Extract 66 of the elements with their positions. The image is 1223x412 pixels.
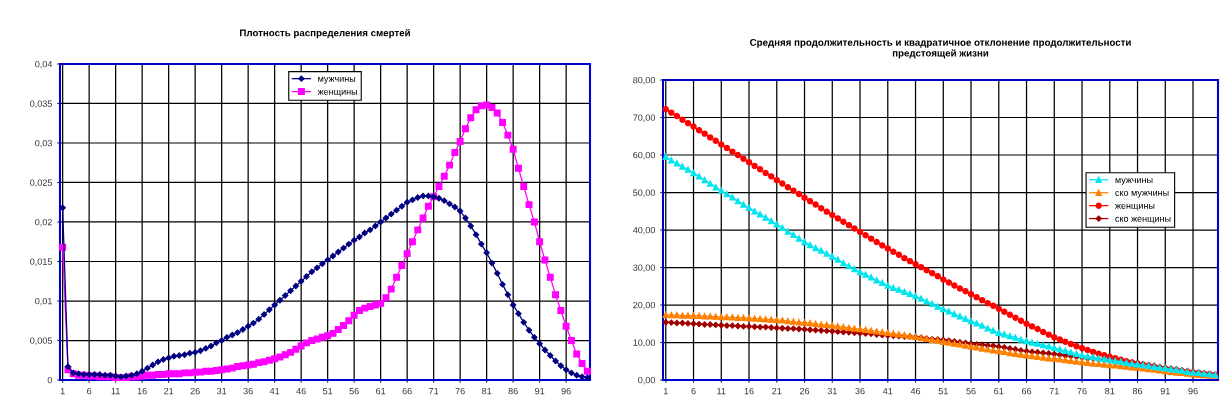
y-tick-label: 80,00: [633, 76, 656, 85]
x-tick-label: 51: [938, 387, 948, 395]
x-tick-label: 96: [1188, 387, 1198, 395]
x-tick-label: 16: [137, 387, 147, 395]
x-tick-label: 51: [322, 387, 333, 395]
x-tick-label: 6: [87, 387, 92, 395]
x-tick-label: 56: [349, 387, 359, 395]
x-tick-label: 31: [216, 387, 227, 395]
x-tick-label: 41: [882, 387, 893, 395]
x-tick-label: 26: [799, 387, 810, 395]
x-tick-label: 76: [455, 387, 465, 395]
y-tick-label: 30,00: [633, 264, 656, 272]
x-tick-label: 71: [429, 387, 439, 395]
x-tick-label: 76: [1077, 387, 1087, 395]
x-tick-label: 46: [910, 387, 921, 395]
y-tick-label: 0,00: [638, 376, 656, 385]
y-tick-label: 40,00: [632, 226, 656, 235]
x-tick-label: 81: [482, 387, 492, 395]
y-tick-label: 0,04: [35, 60, 53, 69]
y-tick-label: 0,015: [30, 258, 52, 266]
x-tick-label: 96: [561, 387, 571, 395]
x-tick-label: 41: [269, 387, 280, 395]
y-tick-label: 0,035: [30, 100, 52, 108]
legend-label: мужчины: [1115, 178, 1153, 185]
x-tick-label: 86: [508, 387, 518, 395]
x-tick-label: 46: [296, 387, 306, 395]
x-tick-label: 36: [243, 387, 253, 395]
legend-label: женщины: [317, 89, 358, 97]
x-tick-label: 1: [663, 387, 668, 395]
y-tick-label: 0,02: [35, 218, 52, 227]
y-tick-label: 10,00: [633, 339, 656, 347]
chart-title: Плотность распределения смертей: [240, 28, 410, 39]
x-tick-label: 86: [1132, 387, 1143, 395]
y-tick-label: 50,00: [633, 189, 656, 197]
legend-label: ско женщины: [1115, 216, 1171, 224]
x-tick-label: 31: [827, 387, 837, 395]
x-tick-label: 61: [376, 387, 386, 395]
y-tick-label: 70,00: [633, 114, 656, 122]
legend-label: мужчины: [318, 77, 356, 84]
x-tick-label: 66: [402, 387, 412, 395]
x-tick-label: 71: [1049, 387, 1059, 395]
y-tick-label: 0,01: [35, 297, 52, 306]
y-tick-label: 0,025: [30, 179, 52, 187]
x-tick-label: 91: [1160, 387, 1170, 395]
y-tick-label: 0: [47, 376, 53, 384]
x-tick-label: 21: [164, 387, 174, 395]
y-tick-label: 60,00: [633, 151, 656, 160]
y-tick-label: 0,005: [30, 337, 52, 345]
x-tick-label: 36: [855, 387, 865, 395]
legend-label: ско мужчины: [1115, 191, 1169, 198]
x-tick-label: 16: [744, 387, 754, 395]
x-tick-label: 56: [966, 387, 976, 395]
y-tick-label: 0,03: [35, 139, 52, 148]
x-tick-label: 21: [772, 387, 782, 395]
chart-title: Средняя продолжительность и квадратичное отклонение продолжительности предстоящей жизни: [750, 38, 1131, 59]
x-tick-label: 61: [994, 387, 1004, 395]
x-tick-label: 11: [717, 387, 726, 395]
x-tick-label: 11: [111, 387, 120, 395]
x-tick-label: 91: [535, 387, 545, 395]
x-tick-label: 1: [60, 387, 65, 395]
x-tick-label: 26: [190, 387, 200, 395]
x-tick-label: 81: [1105, 387, 1115, 395]
x-tick-label: 66: [1021, 387, 1032, 395]
legend-label: женщины: [1114, 203, 1155, 211]
x-tick-label: 6: [691, 387, 696, 395]
y-tick-label: 20,00: [633, 301, 656, 310]
